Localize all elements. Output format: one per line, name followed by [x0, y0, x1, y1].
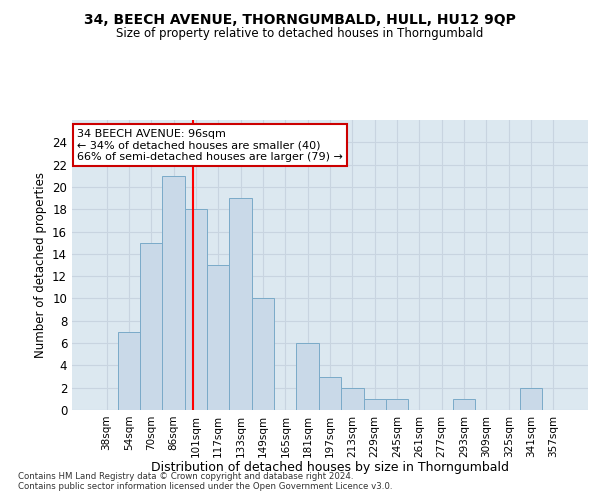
Bar — [319, 376, 341, 410]
Bar — [185, 209, 207, 410]
Bar — [229, 198, 252, 410]
Bar — [386, 399, 408, 410]
Bar — [207, 265, 229, 410]
Bar — [163, 176, 185, 410]
Text: Contains HM Land Registry data © Crown copyright and database right 2024.: Contains HM Land Registry data © Crown c… — [18, 472, 353, 481]
Bar — [118, 332, 140, 410]
Bar — [520, 388, 542, 410]
Text: Distribution of detached houses by size in Thorngumbald: Distribution of detached houses by size … — [151, 461, 509, 474]
Bar — [140, 242, 163, 410]
Bar — [453, 399, 475, 410]
Text: Size of property relative to detached houses in Thorngumbald: Size of property relative to detached ho… — [116, 28, 484, 40]
Y-axis label: Number of detached properties: Number of detached properties — [34, 172, 47, 358]
Text: 34 BEECH AVENUE: 96sqm
← 34% of detached houses are smaller (40)
66% of semi-det: 34 BEECH AVENUE: 96sqm ← 34% of detached… — [77, 128, 343, 162]
Text: Contains public sector information licensed under the Open Government Licence v3: Contains public sector information licen… — [18, 482, 392, 491]
Bar — [296, 343, 319, 410]
Bar — [364, 399, 386, 410]
Text: 34, BEECH AVENUE, THORNGUMBALD, HULL, HU12 9QP: 34, BEECH AVENUE, THORNGUMBALD, HULL, HU… — [84, 12, 516, 26]
Bar — [252, 298, 274, 410]
Bar — [341, 388, 364, 410]
